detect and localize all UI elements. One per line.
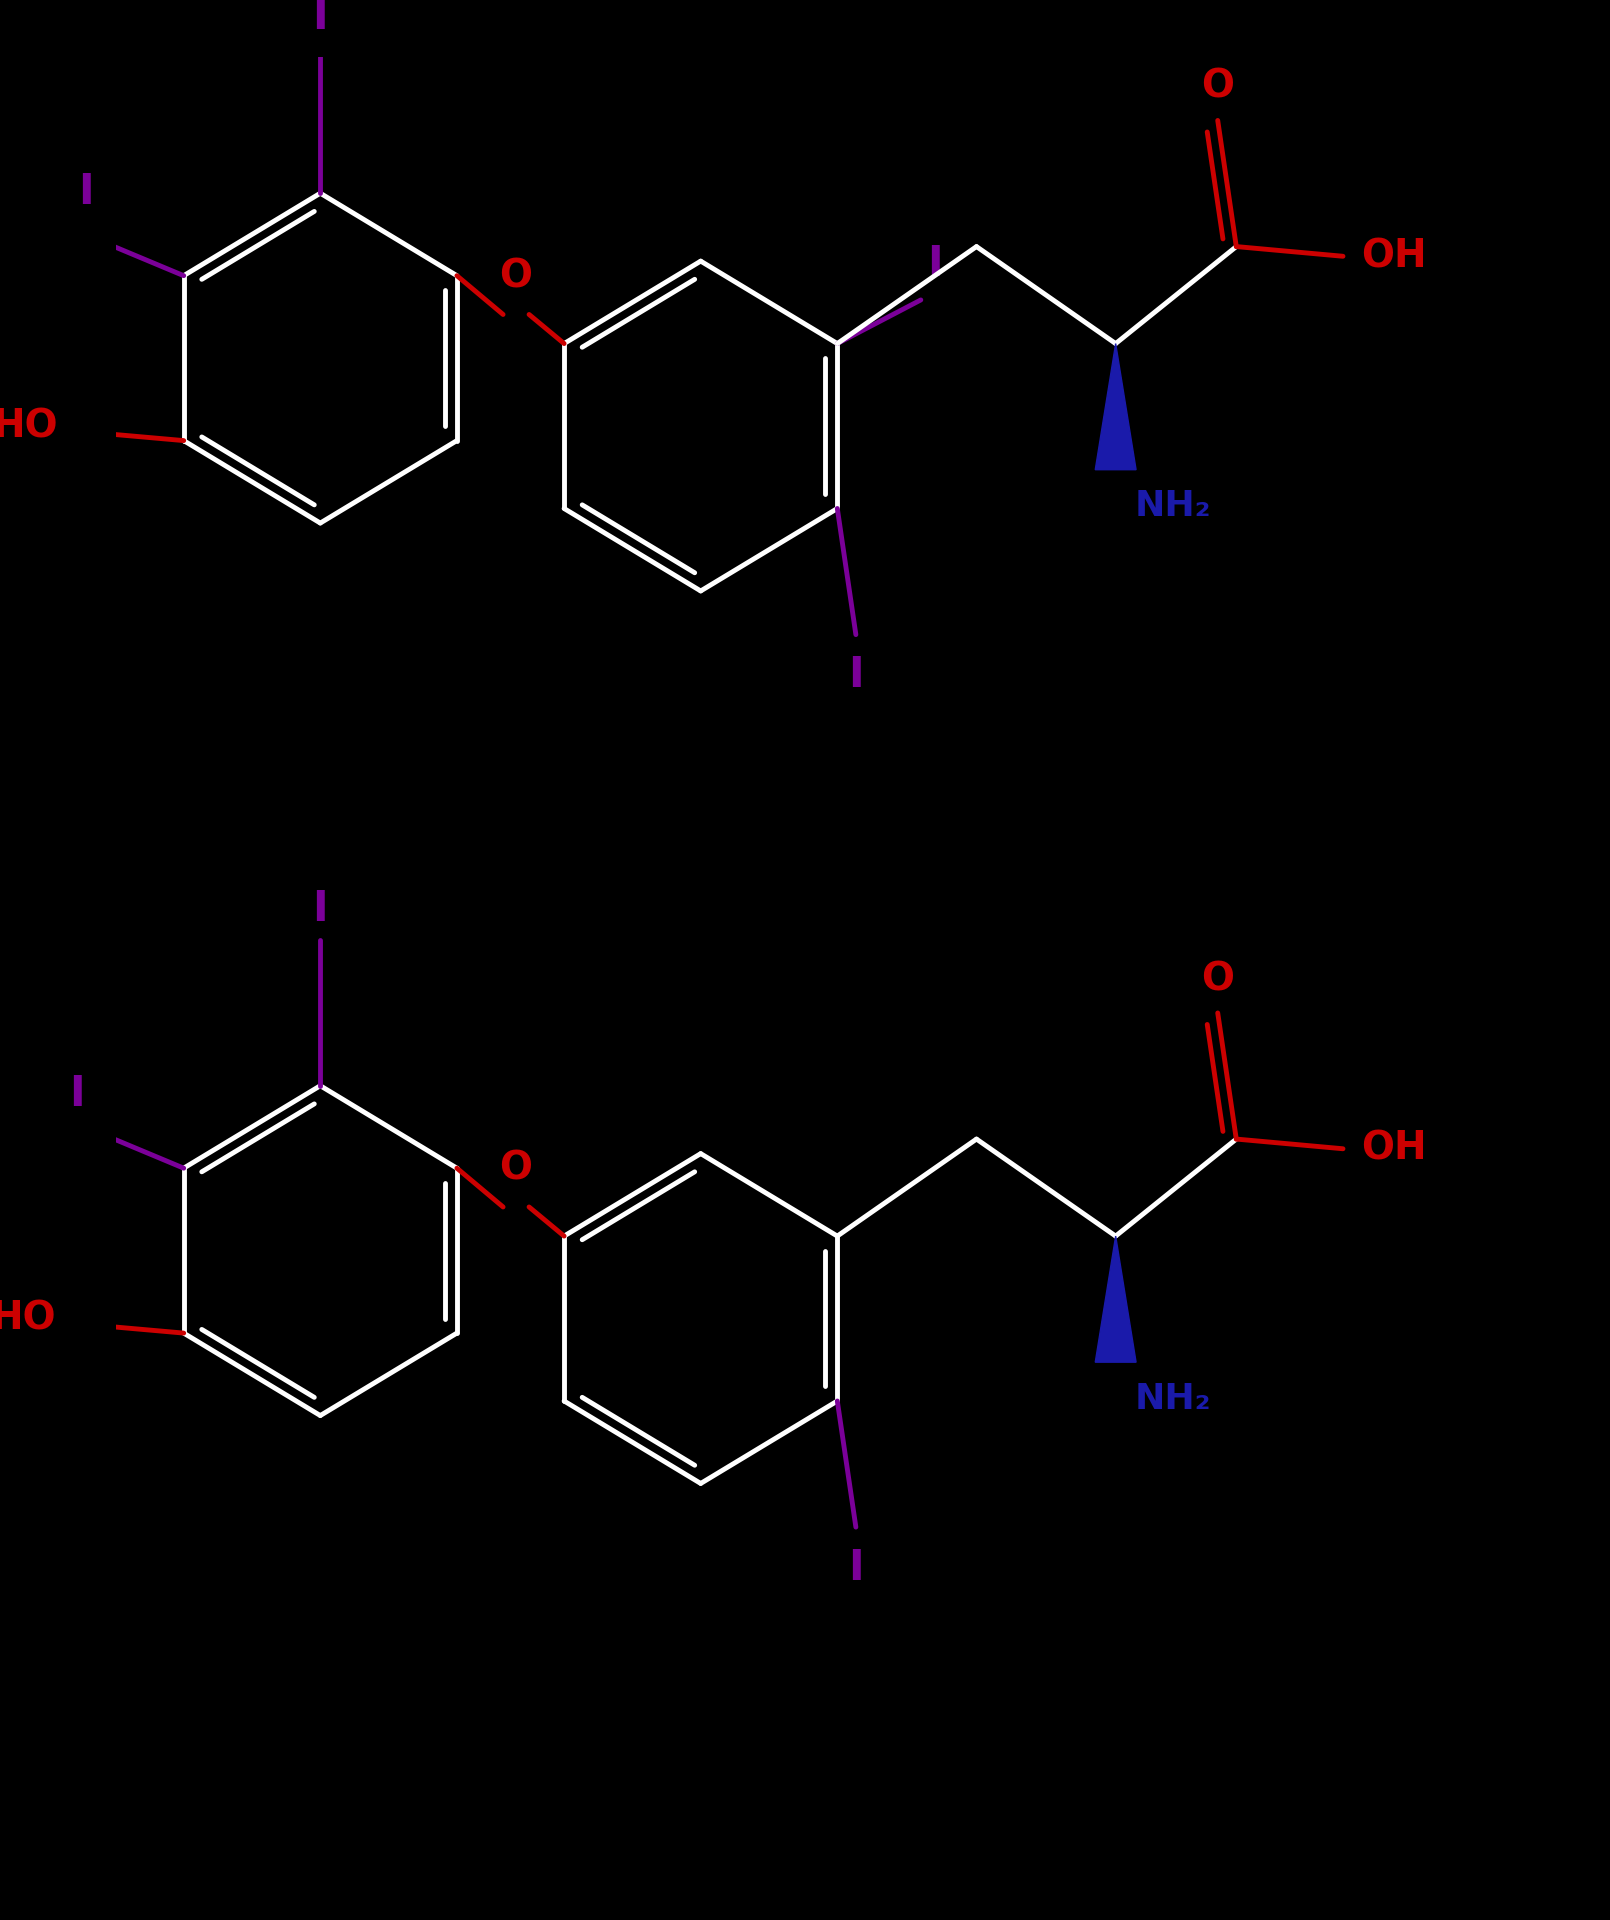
Text: NH₂: NH₂ bbox=[1133, 490, 1211, 522]
Text: I: I bbox=[69, 1073, 85, 1116]
Text: I: I bbox=[848, 1546, 863, 1588]
Text: I: I bbox=[312, 889, 328, 931]
Polygon shape bbox=[1095, 344, 1137, 470]
Text: I: I bbox=[79, 171, 93, 213]
Text: O: O bbox=[1201, 67, 1235, 106]
Text: O: O bbox=[499, 1150, 533, 1188]
Polygon shape bbox=[1095, 1236, 1137, 1361]
Text: O: O bbox=[499, 257, 533, 296]
Text: I: I bbox=[312, 0, 328, 38]
Text: OH: OH bbox=[1362, 1129, 1426, 1167]
Text: NH₂: NH₂ bbox=[1133, 1382, 1211, 1415]
Text: HO: HO bbox=[0, 1300, 56, 1338]
Text: OH: OH bbox=[1362, 238, 1426, 275]
Text: O: O bbox=[1201, 960, 1235, 998]
Text: I: I bbox=[927, 244, 942, 286]
Text: I: I bbox=[848, 655, 863, 697]
Text: HO: HO bbox=[0, 407, 58, 445]
